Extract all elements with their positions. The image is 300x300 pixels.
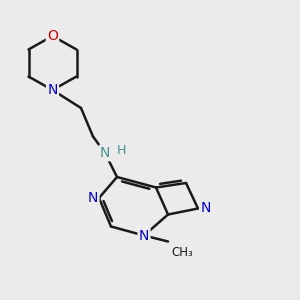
Text: N: N <box>88 191 98 205</box>
Text: N: N <box>47 83 58 97</box>
Text: N: N <box>100 146 110 160</box>
Text: N: N <box>200 202 211 215</box>
Text: O: O <box>47 29 58 43</box>
Text: CH₃: CH₃ <box>171 246 193 259</box>
Text: H: H <box>117 143 126 157</box>
Text: N: N <box>139 229 149 242</box>
